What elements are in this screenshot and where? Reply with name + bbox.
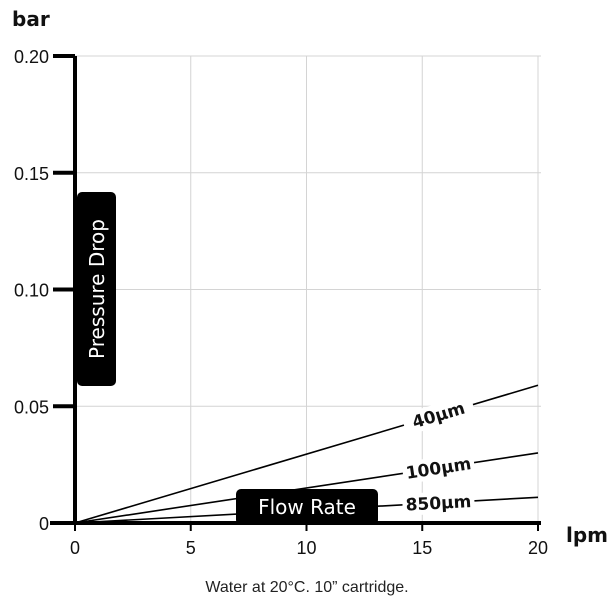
x-axis-title-badge: Flow Rate	[236, 489, 378, 525]
series-label: 100µm	[405, 454, 473, 484]
y-axis-title: Pressure Drop	[85, 219, 109, 359]
x-tick-label: 0	[70, 538, 80, 558]
x-tick-label: 20	[528, 538, 548, 558]
y-tick-label: 0.10	[14, 281, 49, 301]
series-label: 850µm	[405, 492, 472, 516]
chart-caption: Water at 20°C. 10” cartridge.	[205, 579, 408, 596]
x-tick-label: 15	[412, 538, 432, 558]
y-unit-label: bar	[12, 7, 50, 31]
series-label-background	[400, 394, 477, 436]
ticks: 0 5 10 15 20 0 0.05 0.10 0.15 0.20	[14, 47, 548, 558]
series-label-background	[401, 451, 476, 485]
series-label-background	[401, 489, 476, 516]
y-tick-label: 0.05	[14, 397, 49, 417]
grid-lines	[75, 55, 541, 523]
x-unit-label: lpm	[566, 523, 608, 547]
x-tick-label: 10	[296, 538, 316, 558]
y-tick-label: 0.20	[14, 47, 49, 67]
y-tick-label: 0	[39, 514, 49, 534]
y-axis-title-badge: Pressure Drop	[77, 192, 116, 386]
x-tick-label: 5	[186, 538, 196, 558]
x-axis-title: Flow Rate	[258, 495, 356, 519]
y-tick-label: 0.15	[14, 164, 49, 184]
